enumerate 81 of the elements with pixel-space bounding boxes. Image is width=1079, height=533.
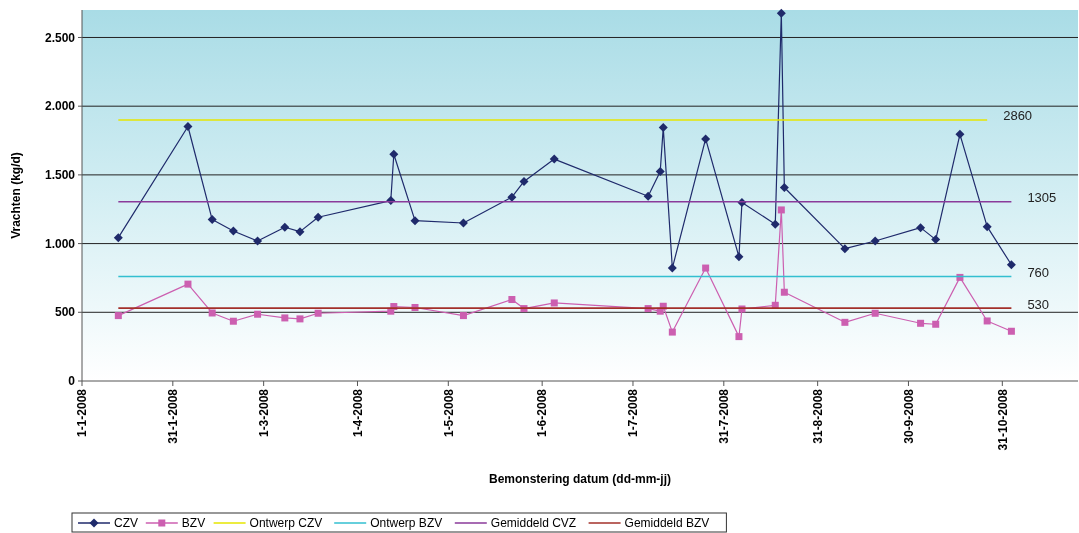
point	[982, 222, 992, 232]
point	[776, 8, 786, 18]
point	[183, 122, 193, 132]
point	[668, 328, 676, 336]
x-tick-label: 30-9-2008	[901, 388, 916, 444]
point	[777, 206, 785, 214]
point	[207, 215, 217, 225]
point	[734, 252, 744, 262]
x-tick-label: 31-7-2008	[717, 388, 731, 444]
point	[281, 314, 289, 322]
point	[917, 319, 925, 327]
point	[389, 149, 399, 159]
y-tick-label: 1.000	[44, 236, 76, 251]
point	[113, 233, 123, 243]
y-axis-title: Vrachten (kg/d)	[9, 152, 23, 239]
point	[549, 154, 559, 164]
point	[508, 296, 516, 304]
point	[184, 280, 192, 288]
point	[735, 333, 743, 341]
x-tick-label: 31-1-2008	[166, 388, 181, 444]
point	[253, 236, 263, 246]
annotation: 2860	[1003, 108, 1033, 124]
point	[840, 244, 850, 254]
point	[702, 264, 710, 272]
point	[870, 236, 880, 246]
point	[458, 218, 468, 228]
y-tick-label: 1.500	[44, 168, 76, 183]
point	[314, 309, 322, 317]
point	[701, 134, 711, 144]
y-tick-label: 500	[54, 305, 76, 320]
annotation: 1305	[1027, 190, 1057, 206]
x-tick-label: 1-7-2008	[626, 388, 641, 438]
point	[296, 315, 304, 323]
point	[254, 310, 262, 318]
point	[643, 191, 653, 201]
point	[955, 129, 965, 139]
y-tick-label: 2.500	[44, 30, 76, 45]
x-tick-label: 1-3-2008	[256, 388, 271, 438]
legend-label: Gemiddeld CVZ	[490, 516, 577, 531]
legend-label: Ontwerp CZV	[249, 516, 323, 531]
point	[667, 263, 677, 273]
point	[295, 227, 305, 237]
point	[658, 123, 668, 133]
x-tick-label: 1-1-2008	[75, 388, 90, 438]
legend-label: Gemiddeld BZV	[624, 516, 710, 531]
point	[655, 166, 665, 176]
point	[459, 312, 467, 320]
point	[313, 212, 323, 222]
point	[871, 309, 879, 317]
point	[519, 176, 529, 186]
point	[1006, 260, 1016, 270]
point	[550, 299, 558, 307]
point	[779, 183, 789, 193]
point	[410, 216, 420, 226]
annotation: 530	[1027, 296, 1050, 312]
point	[916, 223, 926, 233]
x-axis-title: Bemonstering datum (dd-mm-jj)	[489, 472, 671, 486]
legend-label: BZV	[181, 516, 206, 531]
point	[780, 288, 788, 296]
point	[280, 222, 290, 232]
annotation: 760	[1027, 265, 1050, 281]
y-tick-label: 0	[68, 374, 76, 389]
x-tick-label: 1-6-2008	[535, 388, 550, 438]
point	[841, 318, 849, 326]
x-tick-label: 1-4-2008	[350, 388, 365, 438]
point	[229, 317, 237, 325]
point	[228, 226, 238, 236]
point	[931, 235, 941, 245]
y-tick-label: 2.000	[44, 99, 76, 114]
x-tick-label: 1-5-2008	[441, 388, 456, 438]
point	[114, 312, 122, 320]
x-tick-label: 31-8-2008	[810, 388, 825, 444]
point	[983, 317, 991, 325]
point	[770, 219, 780, 229]
legend-label: Ontwerp BZV	[370, 516, 443, 531]
point	[208, 309, 216, 317]
point	[507, 192, 517, 202]
point	[932, 320, 940, 328]
legend-label: CZV	[114, 516, 138, 531]
point	[1007, 327, 1015, 335]
x-tick-label: 31-10-2008	[995, 388, 1010, 451]
